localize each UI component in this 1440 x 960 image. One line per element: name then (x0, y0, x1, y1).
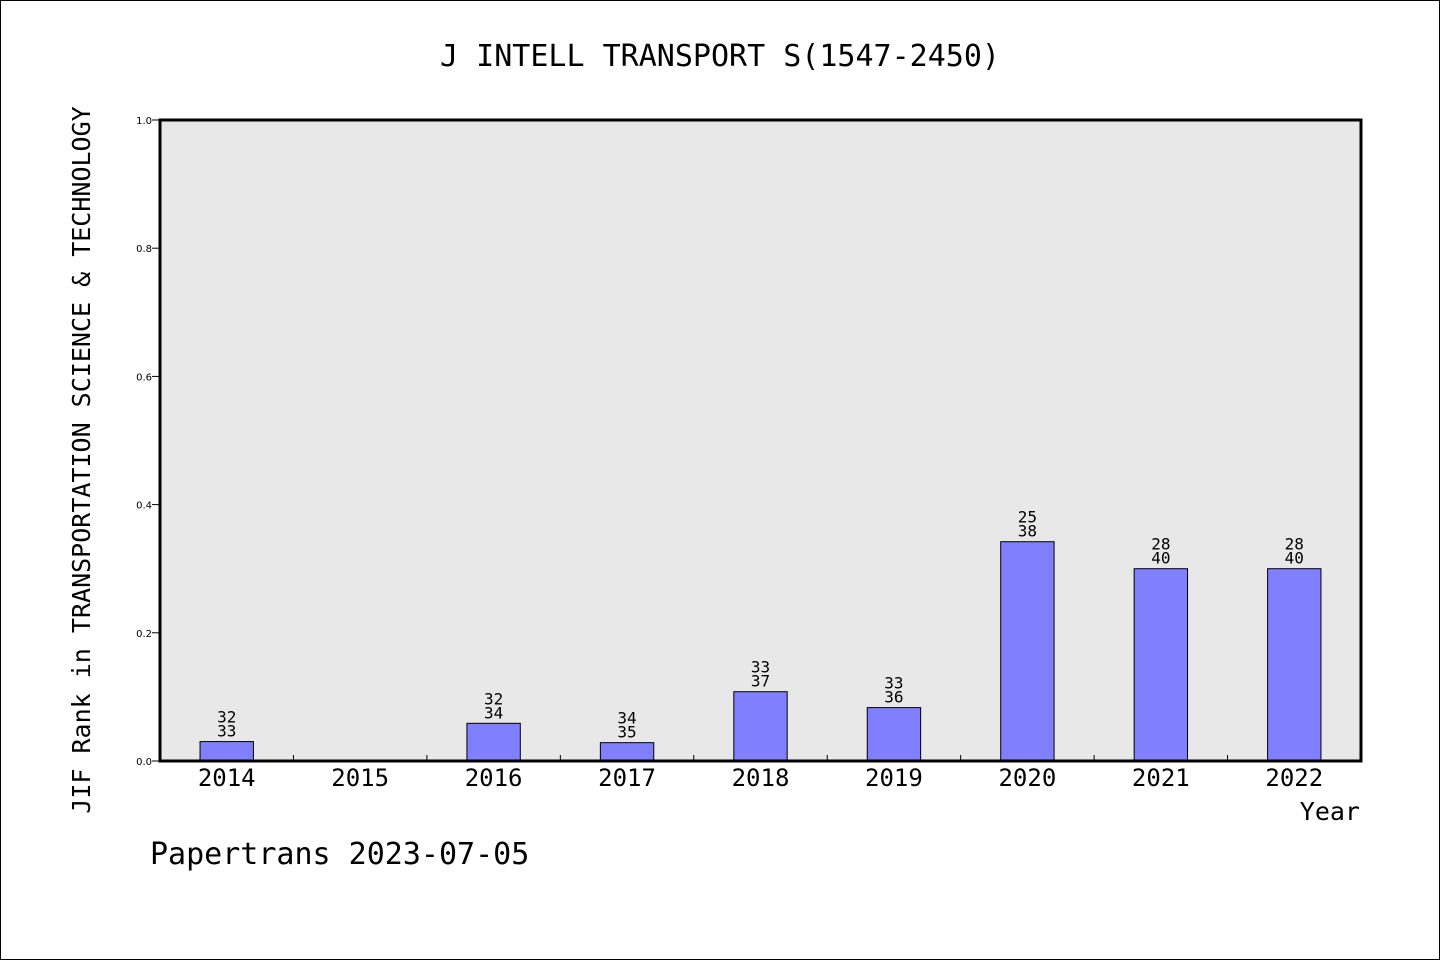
bar-label-bottom: 37 (751, 672, 770, 691)
bar-label-top: 34 (617, 709, 636, 728)
bar-label-top: 33 (751, 658, 770, 677)
bar-label-bottom: 40 (1151, 549, 1170, 568)
bar-label-bottom: 36 (884, 688, 903, 707)
bar-label-top: 32 (217, 708, 236, 727)
x-tick-label: 2022 (1265, 764, 1323, 792)
bar (1133, 568, 1189, 762)
x-tick-label: 2017 (598, 764, 656, 792)
footer-credit: Papertrans 2023-07-05 (150, 837, 529, 872)
x-tick-label: 2020 (998, 764, 1056, 792)
bar (733, 691, 788, 762)
bar-label-bottom: 40 (1285, 549, 1304, 568)
bar-label-top: 28 (1151, 535, 1170, 554)
bar-label-top: 28 (1285, 535, 1304, 554)
bar-label-top: 25 (1018, 508, 1037, 527)
y-tick-label: 0.2 (136, 629, 152, 640)
x-axis-ticks: 2014 2015 2016 2017 2018 2019 2020 2021 2022 (198, 755, 1323, 792)
y-tick-label: 0.0 (136, 757, 152, 768)
bar-label-bottom: 35 (617, 723, 636, 742)
bar (599, 742, 655, 762)
plot-border (158, 118, 1363, 763)
chart-title: J INTELL TRANSPORT S(1547-2450) (440, 39, 1000, 74)
bar (199, 741, 254, 762)
x-tick-label: 2021 (1132, 764, 1190, 792)
x-tick-label: 2014 (198, 764, 256, 792)
bar (1267, 568, 1322, 762)
y-tick-label: 1.0 (136, 116, 152, 127)
bar-label-bottom: 38 (1018, 522, 1037, 541)
x-tick-label: 2016 (465, 764, 523, 792)
bar (466, 722, 521, 762)
y-tick-label: 0.4 (136, 501, 152, 512)
y-tick-label: 0.8 (136, 244, 152, 255)
x-tick-label: 2018 (732, 764, 790, 792)
bar-label-bottom: 33 (217, 722, 236, 741)
bar (1000, 541, 1055, 762)
x-tick-label: 2015 (331, 764, 389, 792)
y-axis-label: JIF Rank in TRANSPORTATION SCIENCE & TEC… (67, 106, 96, 813)
x-axis-label: Year (1300, 797, 1360, 826)
x-tick-label: 2019 (865, 764, 923, 792)
y-axis-ticks: 0.0 0.2 0.4 0.6 0.8 1.0 (136, 116, 160, 768)
bar-label-top: 33 (884, 674, 903, 693)
y-tick-label: 0.6 (136, 372, 152, 383)
bar-label-bottom: 34 (484, 703, 503, 722)
bar (866, 707, 922, 762)
bars (199, 541, 1322, 762)
bar-label-top: 32 (484, 689, 503, 708)
